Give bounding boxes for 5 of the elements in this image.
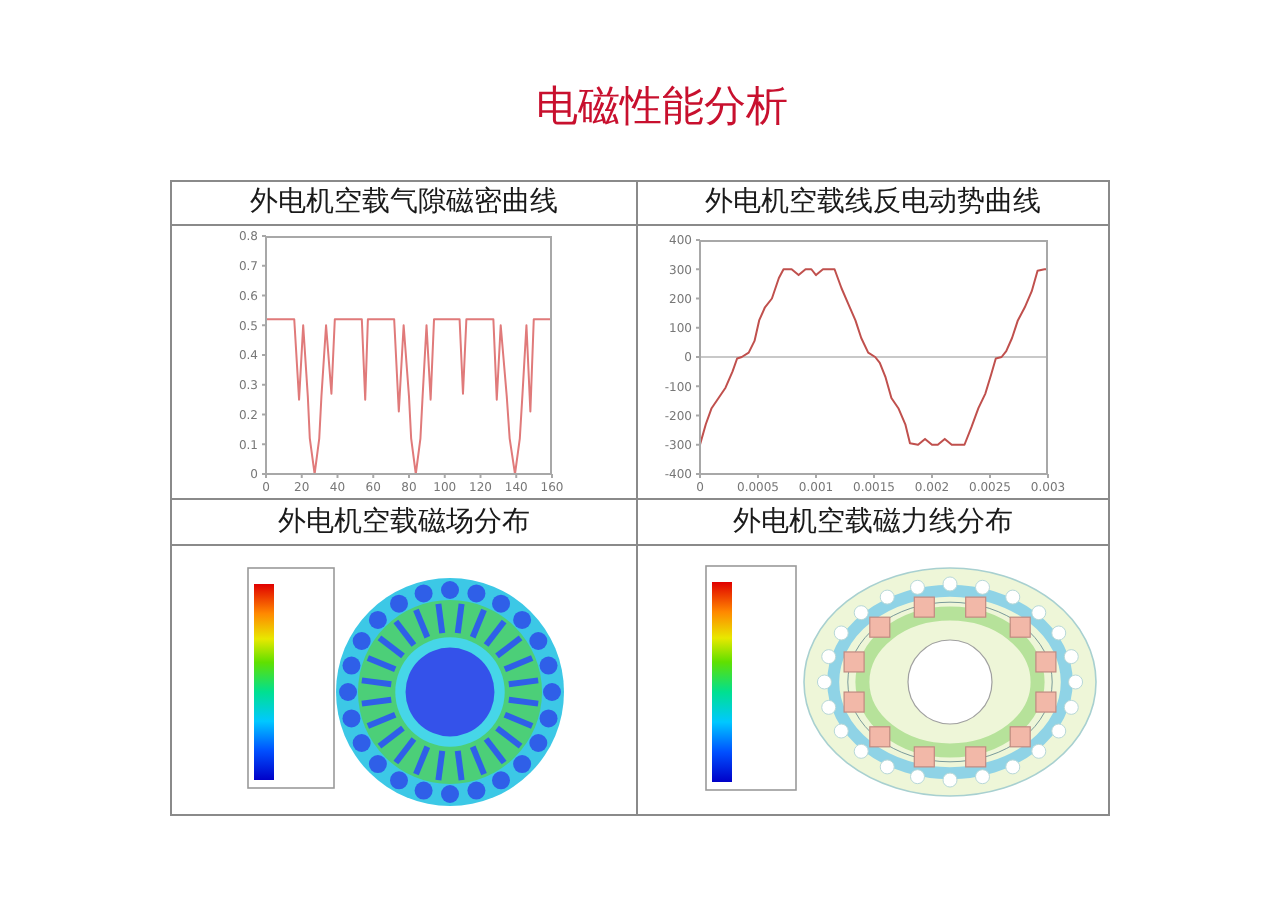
chart-title: 外电机空载线反电动势曲线 (638, 182, 1108, 226)
text: 外电机空载磁场分布 (172, 500, 636, 546)
chart-title: 外电机空载气隙磁密曲线 (172, 182, 636, 226)
text: 电磁性能分析 (534, 80, 790, 134)
text: 外电机空载磁力线分布 (638, 500, 1108, 546)
